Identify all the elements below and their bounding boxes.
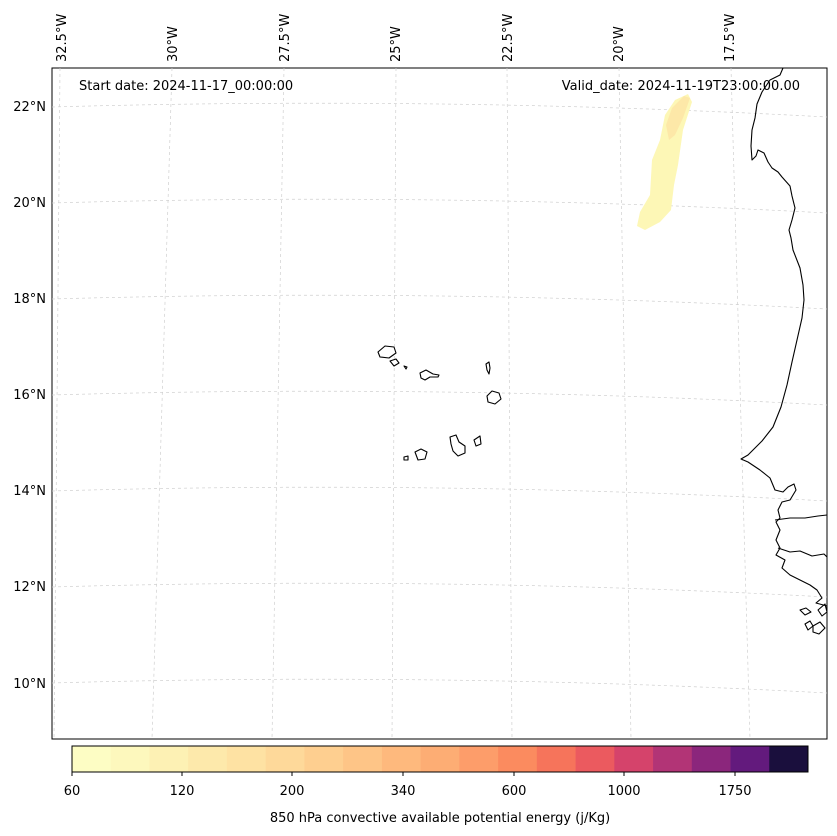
- meridian-22-5: [506, 67, 513, 740]
- island-boa-vista: [486, 390, 502, 405]
- colorbar-segment: [188, 746, 228, 772]
- island-sal: [485, 361, 491, 375]
- map-frame: [51, 67, 828, 740]
- colorbar-segment: [343, 746, 383, 772]
- start-date-label: Start date: 2024-11-17_00:00:00: [79, 79, 293, 94]
- lon-label: 20°W: [612, 26, 627, 62]
- colorbar-tick-label: 600: [502, 784, 527, 799]
- island-sao-nicolau: [419, 369, 440, 381]
- island-santo-antao: [377, 345, 397, 359]
- colorbar-border: [71, 745, 809, 773]
- meridian-27-5: [271, 67, 285, 740]
- valid-date-label: Valid_date: 2024-11-19T23:00:00.00: [562, 79, 800, 94]
- colorbar-segment: [536, 746, 576, 772]
- colorbar-segment: [498, 746, 538, 772]
- cape-patch-mid: [666, 96, 690, 140]
- meridian-32-5: [53, 67, 61, 740]
- lat-label: 18°N: [13, 292, 46, 307]
- colorbar-segment: [110, 746, 150, 772]
- latitude-labels: 22°N 20°N 18°N 16°N 14°N 12°N 10°N: [13, 100, 46, 692]
- colorbar-segment: [614, 746, 654, 772]
- colorbar-segment: [265, 746, 305, 772]
- island-maio: [473, 435, 482, 447]
- colorbar-tick-label: 120: [170, 784, 195, 799]
- parallel-20: [51, 198, 828, 214]
- colorbar-segment: [72, 746, 112, 772]
- island-sao-vicente: [389, 358, 400, 367]
- colorbar-segment: [381, 746, 422, 772]
- cape-field: [637, 94, 692, 230]
- colorbar-tick-label: 1750: [718, 784, 751, 799]
- parallel-10: [51, 678, 828, 694]
- colorbar-segment: [691, 746, 731, 772]
- colorbar-segment: [769, 746, 809, 772]
- meridian-30: [151, 67, 173, 740]
- lon-label: 27.5°W: [278, 14, 293, 62]
- colorbar-segment: [149, 746, 189, 772]
- lat-label: 10°N: [13, 677, 46, 692]
- coast-casamance: [777, 547, 828, 558]
- cabo-verde-islands: [377, 345, 502, 461]
- parallel-22: [51, 102, 828, 118]
- coast-mauritania-senegal: [740, 67, 828, 607]
- coast-gambia: [774, 514, 828, 521]
- gridlines: [51, 67, 828, 740]
- lat-label: 14°N: [13, 484, 46, 499]
- lon-label: 17.5°W: [723, 14, 738, 62]
- lat-label: 22°N: [13, 100, 46, 115]
- meridian-25: [391, 67, 397, 740]
- meridian-17-5: [730, 67, 751, 740]
- lon-label: 30°W: [166, 26, 181, 62]
- colorbar-segment: [304, 746, 344, 772]
- island-santa-luzia: [403, 365, 408, 370]
- parallel-14: [51, 486, 828, 502]
- coast-bijagos-4: [817, 603, 828, 617]
- colorbar-tick-label: 200: [280, 784, 305, 799]
- colorbar-tick-label: 340: [391, 784, 416, 799]
- parallel-12: [51, 582, 828, 598]
- island-santiago: [449, 434, 466, 457]
- parallel-16: [51, 390, 828, 406]
- colorbar-segment: [575, 746, 615, 772]
- longitude-labels: 32.5°W 30°W 27.5°W 25°W 22.5°W 20°W 17.5…: [55, 14, 738, 62]
- lon-label: 22.5°W: [501, 14, 516, 62]
- lat-label: 12°N: [13, 580, 46, 595]
- west-africa-coastline: [740, 67, 828, 635]
- colorbar-segment: [420, 746, 460, 772]
- lat-label: 20°N: [13, 196, 46, 211]
- colorbar-tick-label: 60: [64, 784, 81, 799]
- colorbar-segment: [226, 746, 267, 772]
- colorbar-segment: [730, 746, 770, 772]
- meridian-20: [618, 67, 632, 740]
- lon-label: 32.5°W: [55, 14, 70, 62]
- island-fogo: [414, 448, 428, 461]
- colorbar-tick-label: 1000: [607, 784, 640, 799]
- coast-bijagos-3: [812, 621, 826, 635]
- colorbar: [71, 745, 809, 773]
- lat-label: 16°N: [13, 388, 46, 403]
- colorbar-segment: [653, 746, 693, 772]
- lon-label: 25°W: [389, 26, 404, 62]
- colorbar-label: 850 hPa convective available potential e…: [270, 811, 610, 826]
- island-brava: [403, 455, 409, 461]
- parallel-18: [51, 294, 828, 310]
- colorbar-ticks: 60 120 200 340 600 1000 1750: [64, 772, 752, 799]
- coast-bijagos-1: [799, 607, 812, 616]
- colorbar-segment: [459, 746, 499, 772]
